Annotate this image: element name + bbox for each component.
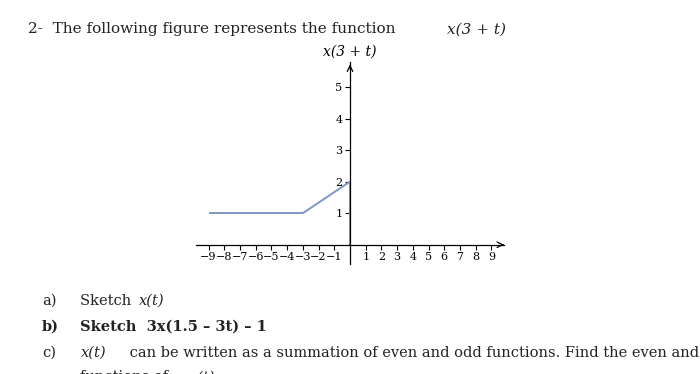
Text: a): a): [42, 294, 57, 307]
Text: can be written as a summation of even and odd functions. Find the even and odd: can be written as a summation of even an…: [125, 346, 700, 360]
Text: x(3 + t): x(3 + t): [447, 22, 505, 36]
Text: Sketch: Sketch: [80, 294, 136, 307]
Title: x(3 + t): x(3 + t): [323, 45, 377, 59]
Text: 2-  The following figure represents the function: 2- The following figure represents the f…: [28, 22, 400, 36]
Text: x(t): x(t): [139, 294, 164, 307]
Text: c): c): [42, 346, 56, 360]
Text: b): b): [42, 320, 59, 334]
Text: Sketch  3x(1.5 – 3t) – 1: Sketch 3x(1.5 – 3t) – 1: [80, 320, 267, 334]
Text: x(t): x(t): [190, 370, 216, 374]
Text: x(t): x(t): [80, 346, 106, 360]
Text: functions of: functions of: [80, 370, 174, 374]
